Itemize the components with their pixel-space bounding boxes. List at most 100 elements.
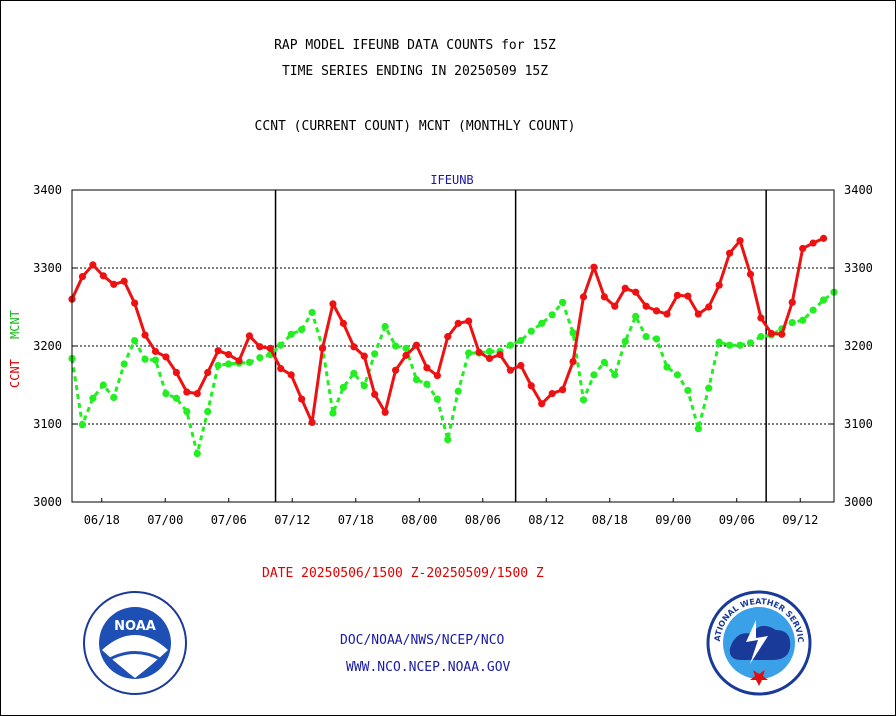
x-axis: 06/18 07/00 07/06 07/12 07/18 08/00 08/06 08/12… xyxy=(84,498,818,527)
x-tick-1: 07/00 xyxy=(147,513,183,527)
point-ccnt-11 xyxy=(183,388,191,396)
y-tick-left-3400: 3400 xyxy=(33,183,62,197)
point-ccnt-61 xyxy=(705,303,713,311)
point-ccnt-46 xyxy=(548,389,556,398)
y-axis-left: 3000 3100 3200 3300 3400 xyxy=(33,183,76,509)
point-mcnt-36 xyxy=(444,436,452,444)
y-tick-right-3400: 3400 xyxy=(844,183,873,197)
point-ccnt-36 xyxy=(444,333,452,341)
point-ccnt-15 xyxy=(224,350,233,359)
y-tick-right-3000: 3000 xyxy=(844,495,873,509)
chart-title-line-3: CCNT (CURRENT COUNT) MCNT (MONTHLY COUNT… xyxy=(254,119,576,134)
point-ccnt-5 xyxy=(120,277,128,285)
point-mcnt-17 xyxy=(245,358,254,366)
point-mcnt-32 xyxy=(402,344,410,352)
point-mcnt-9 xyxy=(162,389,170,398)
point-ccnt-64 xyxy=(736,237,744,245)
series-mcnt xyxy=(68,288,838,458)
point-ccnt-56 xyxy=(652,307,661,315)
y-axis-right: 3000 3100 3200 3300 3400 xyxy=(830,183,873,509)
point-mcnt-4 xyxy=(110,393,118,402)
point-mcnt-6 xyxy=(131,336,139,345)
point-mcnt-38 xyxy=(465,349,473,357)
point-mcnt-22 xyxy=(298,326,306,334)
point-ccnt-38 xyxy=(465,317,473,325)
x-tick-8: 08/18 xyxy=(592,513,628,527)
point-ccnt-26 xyxy=(339,319,347,327)
point-mcnt-61 xyxy=(705,384,713,392)
y-tick-left-3300: 3300 xyxy=(33,261,62,275)
date-range: DATE 20250506/1500 Z-20250509/1500 Z xyxy=(262,566,544,581)
point-ccnt-67 xyxy=(767,329,775,338)
point-ccnt-25 xyxy=(329,300,337,308)
series-ccnt xyxy=(68,234,828,427)
x-tick-7: 08/12 xyxy=(528,513,564,527)
point-mcnt-18 xyxy=(256,354,264,362)
point-ccnt-58 xyxy=(673,291,682,299)
grid-lines xyxy=(72,267,834,425)
point-mcnt-48 xyxy=(569,329,577,337)
point-mcnt-51 xyxy=(600,358,608,366)
point-ccnt-33 xyxy=(412,341,421,349)
point-mcnt-59 xyxy=(684,386,692,395)
point-mcnt-13 xyxy=(204,407,212,416)
point-ccnt-17 xyxy=(245,332,254,340)
point-mcnt-11 xyxy=(183,407,191,416)
point-mcnt-71 xyxy=(809,306,817,314)
point-mcnt-60 xyxy=(694,425,702,433)
point-mcnt-54 xyxy=(632,312,640,320)
x-tick-9: 09/00 xyxy=(655,513,691,527)
point-mcnt-58 xyxy=(673,371,682,379)
point-ccnt-60 xyxy=(694,310,702,318)
point-mcnt-8 xyxy=(151,356,160,364)
point-mcnt-5 xyxy=(120,360,128,368)
y-axis-label-mcnt: MCNT xyxy=(8,310,22,339)
x-tick-0: 06/18 xyxy=(84,513,120,527)
point-ccnt-16 xyxy=(235,357,243,365)
point-mcnt-37 xyxy=(454,387,462,395)
noaa-logo-text: NOAA xyxy=(114,619,156,634)
point-ccnt-51 xyxy=(600,293,608,301)
point-mcnt-28 xyxy=(360,382,368,390)
x-tick-2: 07/06 xyxy=(211,513,247,527)
point-ccnt-65 xyxy=(746,270,755,278)
point-mcnt-7 xyxy=(141,355,149,363)
point-ccnt-55 xyxy=(642,302,650,310)
point-mcnt-25 xyxy=(329,409,337,417)
point-ccnt-28 xyxy=(360,352,368,360)
x-tick-3: 07/12 xyxy=(274,513,310,527)
point-ccnt-24 xyxy=(318,344,327,352)
point-mcnt-35 xyxy=(433,395,441,403)
point-ccnt-50 xyxy=(590,263,598,271)
day-separators xyxy=(274,190,767,502)
point-mcnt-43 xyxy=(517,336,525,345)
point-mcnt-20 xyxy=(277,341,285,349)
point-ccnt-43 xyxy=(517,361,525,370)
org-credit: DOC/NOAA/NWS/NCEP/NCO xyxy=(340,633,505,648)
point-mcnt-53 xyxy=(621,337,629,345)
point-mcnt-63 xyxy=(726,341,734,349)
point-ccnt-48 xyxy=(569,358,577,366)
point-ccnt-31 xyxy=(391,366,400,374)
point-mcnt-14 xyxy=(214,361,222,370)
point-ccnt-59 xyxy=(684,292,692,300)
point-ccnt-62 xyxy=(715,281,723,289)
y-tick-left-3000: 3000 xyxy=(33,495,62,509)
point-mcnt-56 xyxy=(652,335,661,343)
point-ccnt-71 xyxy=(809,239,817,247)
point-ccnt-2 xyxy=(89,261,97,269)
point-mcnt-69 xyxy=(788,319,796,327)
chart-title-line-1: RAP MODEL IFEUNB DATA COUNTS for 15Z xyxy=(274,38,556,53)
point-mcnt-1 xyxy=(78,421,87,429)
point-ccnt-12 xyxy=(193,389,201,398)
y-tick-right-3100: 3100 xyxy=(844,417,873,431)
point-ccnt-13 xyxy=(204,368,212,377)
point-ccnt-18 xyxy=(256,343,264,351)
org-url[interactable]: WWW.NCO.NCEP.NOAA.GOV xyxy=(346,660,511,675)
point-ccnt-41 xyxy=(496,350,504,359)
point-ccnt-54 xyxy=(632,288,640,296)
point-mcnt-34 xyxy=(423,380,431,388)
point-ccnt-8 xyxy=(151,347,160,356)
point-ccnt-70 xyxy=(799,244,807,253)
chart-title-line-2: TIME SERIES ENDING IN 20250509 15Z xyxy=(281,64,549,79)
